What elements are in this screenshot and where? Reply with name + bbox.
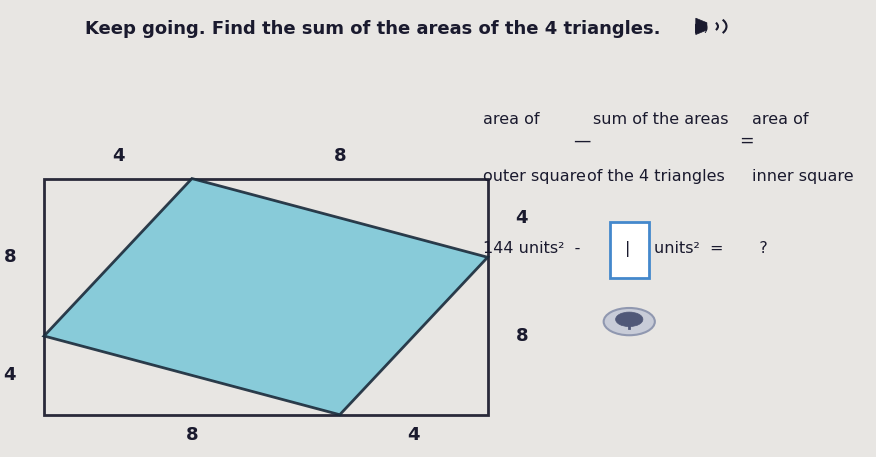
Polygon shape <box>696 18 707 35</box>
Text: outer square: outer square <box>484 169 586 184</box>
Text: sum of the areas: sum of the areas <box>592 112 728 127</box>
Text: 8: 8 <box>4 248 17 266</box>
Text: |: | <box>625 241 630 257</box>
Text: Keep going. Find the sum of the areas of the 4 triangles.: Keep going. Find the sum of the areas of… <box>85 20 661 37</box>
Text: area of: area of <box>752 112 809 127</box>
Text: 144 units²  -: 144 units² - <box>484 241 581 256</box>
Text: 8: 8 <box>186 426 198 444</box>
Circle shape <box>604 308 655 335</box>
Text: 4: 4 <box>407 426 420 444</box>
Text: 4: 4 <box>4 367 16 384</box>
Text: inner square: inner square <box>752 169 854 184</box>
FancyBboxPatch shape <box>610 222 649 278</box>
Text: =: = <box>738 132 753 150</box>
Polygon shape <box>44 179 488 415</box>
Text: —: — <box>573 132 590 150</box>
Text: units²  =       ?: units² = ? <box>654 241 767 256</box>
Text: 4: 4 <box>112 147 124 165</box>
Bar <box>44 179 488 415</box>
Text: of the 4 triangles: of the 4 triangles <box>588 169 725 184</box>
Text: 8: 8 <box>515 327 528 345</box>
Text: 4: 4 <box>515 209 528 227</box>
Text: area of: area of <box>484 112 540 127</box>
Circle shape <box>616 312 643 327</box>
Text: 8: 8 <box>334 147 346 165</box>
Text: ▶): ▶) <box>696 22 710 35</box>
